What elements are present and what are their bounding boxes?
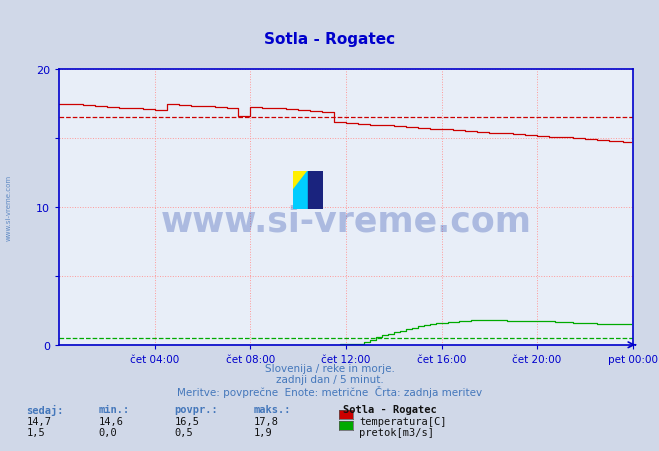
Text: 14,7: 14,7 <box>26 416 51 426</box>
Text: zadnji dan / 5 minut.: zadnji dan / 5 minut. <box>275 374 384 384</box>
Polygon shape <box>293 171 308 210</box>
Text: Sotla - Rogatec: Sotla - Rogatec <box>343 404 436 414</box>
Text: 1,5: 1,5 <box>26 428 45 437</box>
Text: 0,5: 0,5 <box>175 428 193 437</box>
Text: 14,6: 14,6 <box>99 416 124 426</box>
Text: 0,0: 0,0 <box>99 428 117 437</box>
Text: 17,8: 17,8 <box>254 416 279 426</box>
Text: www.si-vreme.com: www.si-vreme.com <box>5 175 11 240</box>
Text: sedaj:: sedaj: <box>26 404 64 414</box>
Text: Sotla - Rogatec: Sotla - Rogatec <box>264 32 395 47</box>
Text: pretok[m3/s]: pretok[m3/s] <box>359 428 434 437</box>
Text: 1,9: 1,9 <box>254 428 272 437</box>
Text: www.si-vreme.com: www.si-vreme.com <box>161 204 531 238</box>
Polygon shape <box>293 171 308 190</box>
Polygon shape <box>293 190 308 210</box>
Text: Slovenija / reke in morje.: Slovenija / reke in morje. <box>264 363 395 373</box>
Text: Meritve: povprečne  Enote: metrične  Črta: zadnja meritev: Meritve: povprečne Enote: metrične Črta:… <box>177 386 482 398</box>
Polygon shape <box>308 171 323 210</box>
Text: maks.:: maks.: <box>254 404 291 414</box>
Text: min.:: min.: <box>99 404 130 414</box>
Text: temperatura[C]: temperatura[C] <box>359 416 447 426</box>
Text: 16,5: 16,5 <box>175 416 200 426</box>
Text: povpr.:: povpr.: <box>175 404 218 414</box>
